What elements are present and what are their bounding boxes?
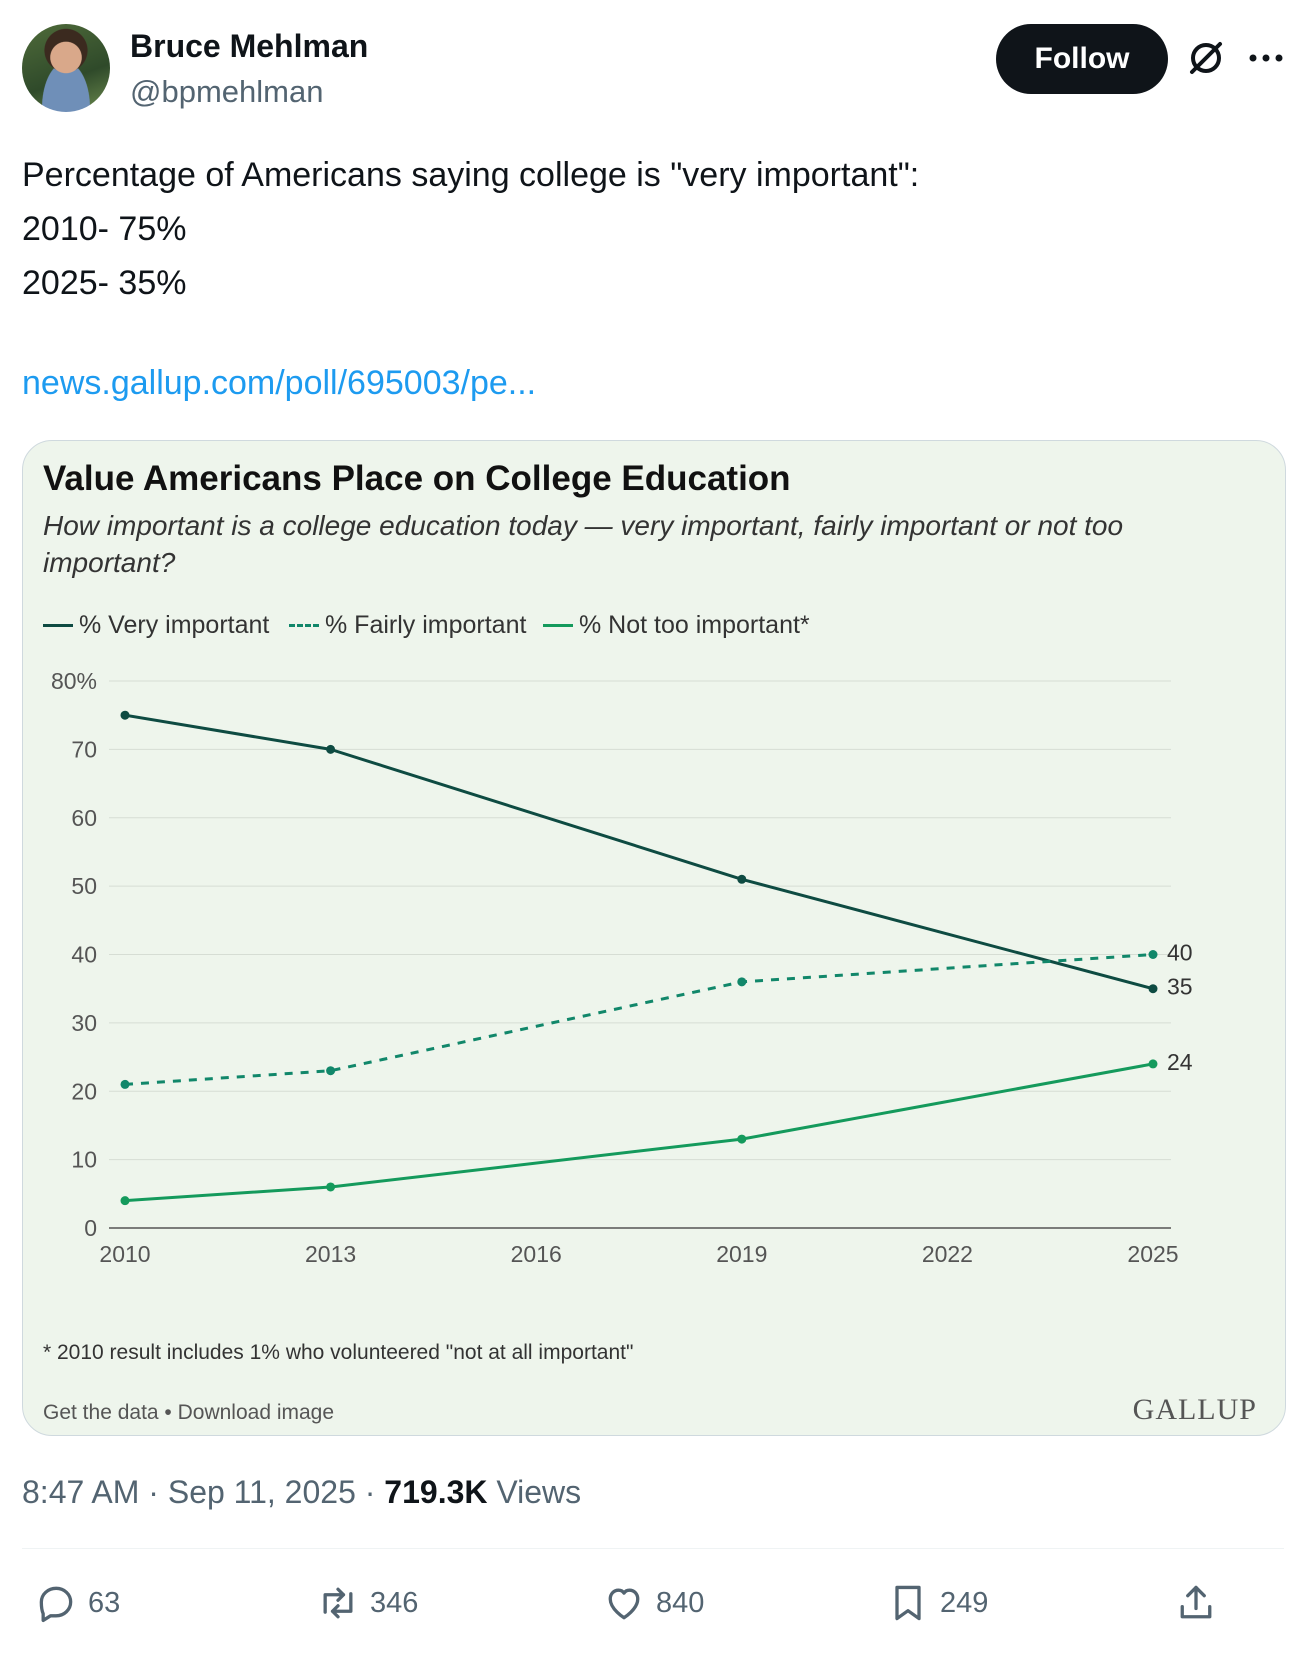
data-point	[326, 1066, 336, 1076]
legend-item-fairly: % Fairly important	[289, 611, 526, 640]
like-count: 840	[656, 1586, 705, 1619]
repost-button[interactable]: 346	[316, 1580, 418, 1626]
separator: ·	[148, 1474, 168, 1510]
legend-swatch	[289, 624, 319, 627]
y-tick-label: 10	[71, 1147, 97, 1173]
tweet-date[interactable]: Sep 11, 2025	[167, 1474, 356, 1510]
y-tick-label: 70	[71, 736, 97, 762]
data-point	[737, 874, 747, 884]
end-value-label: 35	[1167, 974, 1193, 1000]
y-tick-label: 40	[71, 942, 97, 968]
y-tick-label: 20	[71, 1078, 97, 1104]
gallup-logo: GALLUP	[1132, 1393, 1257, 1426]
grok-icon[interactable]	[1186, 38, 1226, 78]
card-footer-links[interactable]: Get the data • Download image	[43, 1401, 335, 1424]
author-name[interactable]: Bruce Mehlman	[130, 28, 369, 64]
legend-label: % Fairly important	[325, 611, 527, 639]
y-tick-label: 50	[71, 873, 97, 899]
tweet-text: Percentage of Americans saying college i…	[22, 148, 919, 310]
y-tick-label: 60	[71, 805, 97, 831]
x-tick-label: 2016	[511, 1241, 562, 1263]
data-point	[120, 1079, 130, 1089]
y-tick-label: 0	[84, 1215, 97, 1241]
tweet-time[interactable]: 8:47 AM	[22, 1474, 140, 1510]
views-count: 719.3K	[384, 1474, 488, 1510]
legend-swatch	[43, 624, 73, 627]
chart-footnote: * 2010 result includes 1% who volunteere…	[43, 1341, 634, 1364]
series-line-1	[124, 953, 1154, 1086]
end-value-label: 24	[1167, 1049, 1193, 1075]
chart-subtitle: How important is a college education tod…	[43, 510, 1124, 578]
follow-button[interactable]: Follow	[996, 24, 1168, 94]
data-point	[120, 1196, 130, 1206]
series-line-2	[124, 1062, 1154, 1203]
legend-swatch	[543, 624, 573, 627]
reply-button[interactable]: 63	[34, 1580, 120, 1626]
share-icon	[1180, 1585, 1212, 1619]
avatar[interactable]	[22, 24, 110, 112]
views-label: Views	[496, 1474, 582, 1510]
y-tick-label: 80%	[51, 668, 97, 694]
separator: ·	[364, 1474, 385, 1510]
share-button[interactable]	[1174, 1580, 1228, 1626]
tweet-meta: 8:47 AM · Sep 11, 2025 · 719.3K Views	[22, 1474, 581, 1511]
data-point	[326, 1182, 336, 1192]
x-tick-label: 2010	[99, 1241, 150, 1263]
bookmark-icon	[895, 1585, 921, 1621]
like-button[interactable]: 840	[602, 1580, 704, 1626]
y-tick-label: 30	[71, 1010, 97, 1036]
end-value-label: 40	[1167, 940, 1193, 966]
tweet-link[interactable]: news.gallup.com/poll/695003/pe...	[22, 364, 537, 402]
data-point	[1148, 1059, 1158, 1069]
legend-item-not-too: % Not too important*	[543, 611, 810, 640]
reply-icon	[39, 1586, 73, 1623]
divider	[22, 1548, 1284, 1549]
x-tick-label: 2022	[922, 1241, 973, 1263]
x-tick-label: 2019	[716, 1241, 767, 1263]
data-point	[1148, 950, 1158, 959]
bookmark-count: 249	[940, 1586, 989, 1619]
x-tick-label: 2013	[305, 1241, 356, 1263]
tweet-line: 2010- 75%	[22, 210, 187, 248]
more-icon[interactable]	[1246, 44, 1286, 72]
author-handle[interactable]: @bpmehlman	[130, 74, 324, 109]
tweet-line: 2025- 35%	[22, 264, 187, 302]
data-point	[326, 744, 336, 754]
legend-label: % Very important	[79, 611, 270, 639]
series-line-0	[124, 713, 1154, 991]
line-chart: 0 10 20 30 40 50 60 70 80% 2010 2013 2016 2019 2022 20…	[51, 668, 1193, 1263]
chart-title: Value Americans Place on College Educati…	[43, 459, 791, 498]
legend-item-very: % Very important	[43, 611, 269, 640]
bookmark-button[interactable]: 249	[886, 1580, 988, 1626]
link-card[interactable]: Value Americans Place on College Educati…	[22, 440, 1286, 1436]
repost-icon	[323, 1587, 353, 1619]
repost-count: 346	[370, 1586, 419, 1619]
data-point	[120, 710, 130, 720]
data-point	[1148, 984, 1158, 994]
data-point	[737, 977, 747, 987]
tweet-line: Percentage of Americans saying college i…	[22, 156, 920, 194]
like-icon	[608, 1588, 640, 1620]
reply-count: 63	[88, 1586, 121, 1619]
data-point	[737, 1134, 747, 1144]
legend-label: % Not too important*	[579, 611, 810, 639]
x-tick-label: 2025	[1127, 1241, 1178, 1263]
